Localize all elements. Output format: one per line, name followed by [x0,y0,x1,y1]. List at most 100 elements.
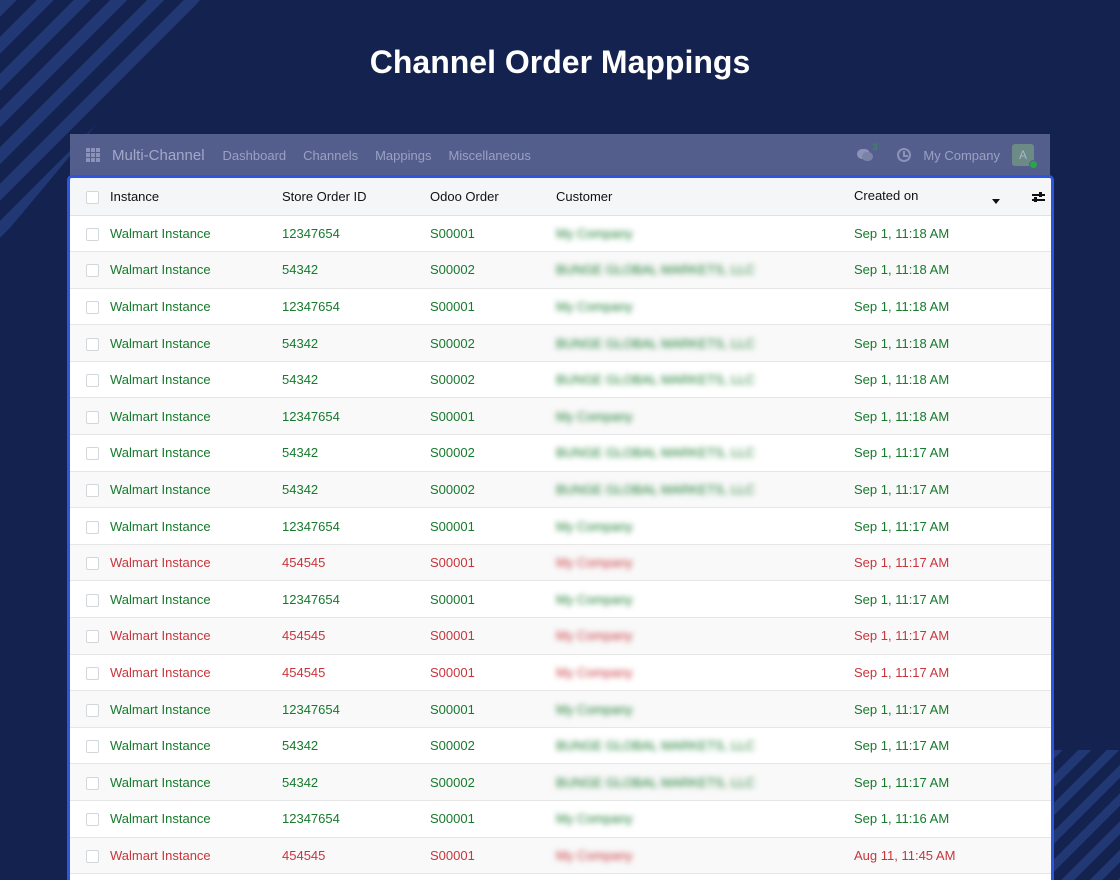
table-row[interactable]: Walmart Instance 54342 S00002 BUNGE GLOBAL … [70,727,1051,765]
cell-store-order-id: 12347654 [282,397,430,436]
page-title: Channel Order Mappings [369,44,751,80]
row-select-cell [70,800,110,838]
cell-created-on: Sep 1, 11:17 AM [854,727,1014,765]
cell-customer-text: My Company [556,847,633,863]
table-row[interactable]: Walmart Instance 54342 S00002 BUNGE GLOBAL … [70,324,1051,362]
table-row[interactable]: Walmart Instance 454545 S00001 My Company Se… [70,617,1051,655]
row-checkbox[interactable] [86,410,99,424]
cell-created-on: Sep 1, 11:18 AM [854,288,1014,326]
table-row[interactable]: Walmart Instance 454545 S00001 My Company Se… [70,544,1051,582]
menu-mappings[interactable]: Mappings [375,147,432,163]
menu-channels[interactable]: Channels [303,147,359,163]
cell-odoo-order-text: S00001 [430,591,475,607]
cell-instance: Walmart Instance [110,763,282,801]
header-store-order-id[interactable]: Store Order ID [282,178,430,216]
header-customer[interactable]: Customer [556,178,854,216]
row-checkbox[interactable] [86,630,99,644]
table-row[interactable]: Walmart Instance 454545 S00001 My Company Se… [70,654,1051,692]
row-checkbox[interactable] [86,374,99,388]
row-checkbox[interactable] [86,666,99,680]
cell-instance: Walmart Instance [110,727,282,765]
cell-instance-text: Walmart Instance [110,372,211,388]
app-grid-icon[interactable] [86,148,100,162]
optional-columns-icon[interactable] [1032,191,1045,203]
chat-icon[interactable]: 3 [857,142,877,162]
cell-instance-text: Walmart Instance [110,481,211,497]
clock-icon[interactable] [897,148,912,162]
cell-customer: BUNGE GLOBAL MARKETS, LLC [556,763,854,801]
row-select-cell [70,324,110,362]
row-checkbox[interactable] [86,483,99,497]
cell-customer: My Company [556,690,854,728]
cell-created-on-text: Sep 1, 11:17 AM [854,481,950,497]
cell-spacer [1014,361,1051,399]
cell-created-on: Sep 1, 11:18 AM [854,361,1014,399]
row-checkbox[interactable] [86,447,99,461]
cell-spacer [1014,471,1051,509]
table-row[interactable]: Walmart Instance 12347654 S00001 My Company… [70,397,1051,436]
table-row[interactable]: Walmart Instance 54342 S00002 BUNGE GLOBAL … [70,763,1051,801]
cell-created-on-text: Sep 1, 11:17 AM [854,518,950,534]
cell-odoo-order: S00001 [430,800,556,838]
select-all-checkbox[interactable] [86,190,99,204]
row-checkbox[interactable] [86,557,99,571]
app-name[interactable]: Multi-Channel [112,146,205,164]
cell-customer: BUNGE GLOBAL MARKETS, LLC [556,727,854,765]
table-row[interactable]: Walmart Instance 54342 S00002 BUNGE GLOBAL … [70,251,1051,289]
table-row[interactable]: Walmart Instance 12347654 S00001 My Company… [70,507,1051,545]
cell-store-order-id: 454545 [282,654,430,692]
table-row[interactable]: Walmart Instance 54342 S00002 BUNGE GLOBAL … [70,434,1051,472]
row-checkbox[interactable] [86,776,99,790]
row-checkbox[interactable] [86,337,99,351]
header-created-on-cell[interactable]: Created on [854,178,1014,216]
cell-created-on-text: Sep 1, 11:17 AM [854,445,950,461]
table-body: Walmart Instance 12347654 S00001 My Company… [70,215,1051,875]
cell-odoo-order: S00001 [430,397,556,436]
menu-miscellaneous[interactable]: Miscellaneous [448,147,531,163]
cell-odoo-order: S00001 [430,837,556,875]
cell-instance-text: Walmart Instance [110,774,211,790]
table-row[interactable]: Walmart Instance 12347654 S00001 My Company… [70,215,1051,253]
cell-customer-text: My Company [556,555,633,571]
row-checkbox[interactable] [86,813,99,827]
cell-store-order-id-text: 454545 [282,847,326,863]
avatar[interactable]: A [1012,144,1038,169]
sort-descending-icon[interactable] [992,199,1001,205]
cell-odoo-order: S00002 [430,471,556,509]
row-checkbox[interactable] [86,703,99,717]
table-row[interactable]: Walmart Instance 12347654 S00001 My Company… [70,800,1051,838]
cell-instance-text: Walmart Instance [110,408,211,424]
table-row[interactable]: Walmart Instance 54342 S00002 BUNGE GLOBAL … [70,361,1051,399]
cell-store-order-id-text: 54342 [282,738,319,754]
table-row[interactable]: Walmart Instance 12347654 S00001 My Company… [70,580,1051,619]
row-checkbox[interactable] [86,264,99,278]
cell-store-order-id-text: 54342 [282,372,319,388]
cell-store-order-id: 54342 [282,434,430,472]
table-row[interactable]: Walmart Instance 12347654 S00001 My Company… [70,288,1051,326]
row-select-cell [70,580,110,619]
row-checkbox[interactable] [86,301,99,315]
cell-customer: My Company [556,544,854,582]
cell-spacer [1014,544,1051,582]
header-odoo-order[interactable]: Odoo Order [430,178,556,216]
cell-instance: Walmart Instance [110,690,282,728]
cell-spacer [1014,763,1051,801]
cell-instance-text: Walmart Instance [110,811,211,827]
cell-customer: My Company [556,617,854,655]
table-row[interactable]: Walmart Instance 54342 S00002 BUNGE GLOBAL … [70,471,1051,509]
cell-store-order-id-text: 12347654 [282,701,340,717]
cell-created-on-text: Sep 1, 11:17 AM [854,591,950,607]
table-row[interactable]: Walmart Instance 454545 S00001 My Company Au… [70,837,1051,875]
cell-customer-text: BUNGE GLOBAL MARKETS, LLC [556,774,755,790]
company-switcher[interactable]: My Company [923,147,1000,163]
header-instance[interactable]: Instance [110,178,282,216]
table-row[interactable]: Walmart Instance 12347654 S00001 My Company… [70,690,1051,728]
row-checkbox[interactable] [86,740,99,754]
menu-dashboard[interactable]: Dashboard [222,147,287,163]
row-checkbox[interactable] [86,849,99,863]
row-checkbox[interactable] [86,593,99,607]
cell-instance: Walmart Instance [110,397,282,436]
cell-customer-text: My Company [556,701,633,717]
row-checkbox[interactable] [86,520,99,534]
row-checkbox[interactable] [86,227,99,241]
